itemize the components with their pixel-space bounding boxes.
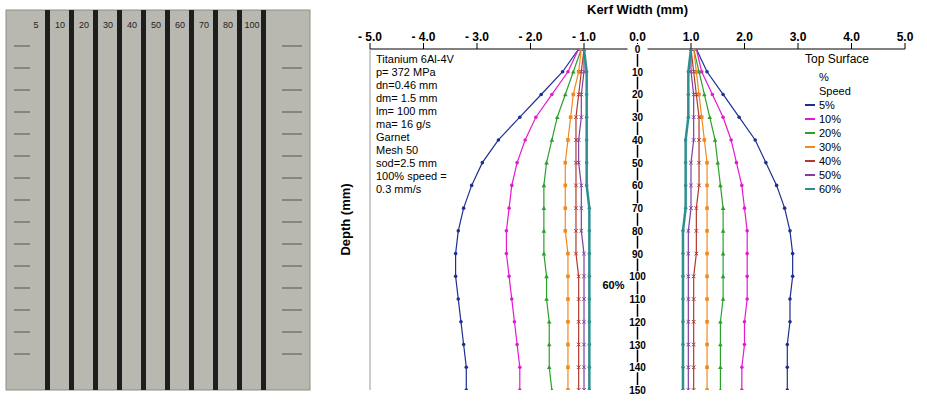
svg-text:0.3 mm/s: 0.3 mm/s xyxy=(376,183,422,195)
svg-text:lm= 100 mm: lm= 100 mm xyxy=(376,105,437,117)
svg-text:%: % xyxy=(819,71,829,83)
svg-text:10: 10 xyxy=(632,67,644,78)
svg-text:- 4.0: - 4.0 xyxy=(411,30,435,44)
svg-text:70: 70 xyxy=(632,203,644,214)
svg-text:90: 90 xyxy=(632,249,644,260)
svg-text:Titanium 6Al-4V: Titanium 6Al-4V xyxy=(376,53,455,65)
svg-text:30: 30 xyxy=(632,112,644,123)
svg-text:20: 20 xyxy=(632,89,644,100)
svg-text:Top Surface: Top Surface xyxy=(805,52,869,66)
svg-text:1.0: 1.0 xyxy=(683,30,700,44)
svg-text:60: 60 xyxy=(632,180,644,191)
svg-text:Mesh 50: Mesh 50 xyxy=(376,144,418,156)
svg-text:10: 10 xyxy=(55,20,65,30)
svg-text:100: 100 xyxy=(629,271,646,282)
svg-text:5%: 5% xyxy=(819,99,835,111)
svg-text:- 2.0: - 2.0 xyxy=(518,30,542,44)
svg-text:3.0: 3.0 xyxy=(790,30,807,44)
svg-text:0.0: 0.0 xyxy=(629,30,646,44)
svg-text:30: 30 xyxy=(103,20,113,30)
svg-text:100% speed =: 100% speed = xyxy=(376,170,447,182)
svg-text:5.0: 5.0 xyxy=(897,30,914,44)
svg-text:- 1.0: - 1.0 xyxy=(572,30,596,44)
svg-text:- 5.0: - 5.0 xyxy=(358,30,382,44)
svg-text:4.0: 4.0 xyxy=(843,30,860,44)
svg-text:10%: 10% xyxy=(819,113,841,125)
svg-text:dm= 1.5 mm: dm= 1.5 mm xyxy=(376,92,437,104)
svg-text:- 3.0: - 3.0 xyxy=(465,30,489,44)
svg-text:50: 50 xyxy=(151,20,161,30)
svg-text:Garnet: Garnet xyxy=(376,131,410,143)
svg-text:140: 140 xyxy=(629,362,646,373)
svg-text:2.0: 2.0 xyxy=(736,30,753,44)
svg-text:30%: 30% xyxy=(819,141,841,153)
svg-text:50: 50 xyxy=(632,158,644,169)
svg-text:dn=0.46 mm: dn=0.46 mm xyxy=(376,79,437,91)
svg-text:40%: 40% xyxy=(819,155,841,167)
svg-text:20: 20 xyxy=(79,20,89,30)
svg-text:150: 150 xyxy=(629,385,646,396)
svg-text:80: 80 xyxy=(632,226,644,237)
svg-text:120: 120 xyxy=(629,317,646,328)
svg-text:80: 80 xyxy=(223,20,233,30)
svg-text:p= 372 MPa: p= 372 MPa xyxy=(376,66,437,78)
svg-text:Speed: Speed xyxy=(819,85,851,97)
svg-text:100: 100 xyxy=(244,20,259,30)
svg-text:40: 40 xyxy=(632,135,644,146)
svg-text:sod=2.5 mm: sod=2.5 mm xyxy=(376,157,437,169)
svg-text:60%: 60% xyxy=(602,279,624,291)
svg-text:50%: 50% xyxy=(819,169,841,181)
html-text:Kerf Width (mm): Kerf Width (mm) xyxy=(587,2,688,17)
svg-text:0: 0 xyxy=(635,44,641,55)
svg-text:70: 70 xyxy=(199,20,209,30)
svg-text:ma= 16 g/s: ma= 16 g/s xyxy=(376,118,431,130)
svg-text:20%: 20% xyxy=(819,127,841,139)
svg-text:5: 5 xyxy=(33,20,38,30)
svg-text:110: 110 xyxy=(629,294,646,305)
svg-text:130: 130 xyxy=(629,340,646,351)
svg-text:40: 40 xyxy=(127,20,137,30)
svg-text:60%: 60% xyxy=(819,183,841,195)
svg-text:60: 60 xyxy=(175,20,185,30)
svg-text:Depth (mm): Depth (mm) xyxy=(338,183,353,255)
